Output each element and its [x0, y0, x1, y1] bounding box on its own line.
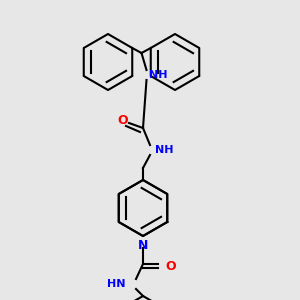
Text: HN: HN — [107, 279, 126, 289]
Text: O: O — [165, 260, 175, 272]
Text: NH: NH — [149, 70, 168, 80]
Text: NH: NH — [155, 145, 173, 155]
Text: N: N — [138, 239, 148, 252]
Text: O: O — [118, 113, 128, 127]
